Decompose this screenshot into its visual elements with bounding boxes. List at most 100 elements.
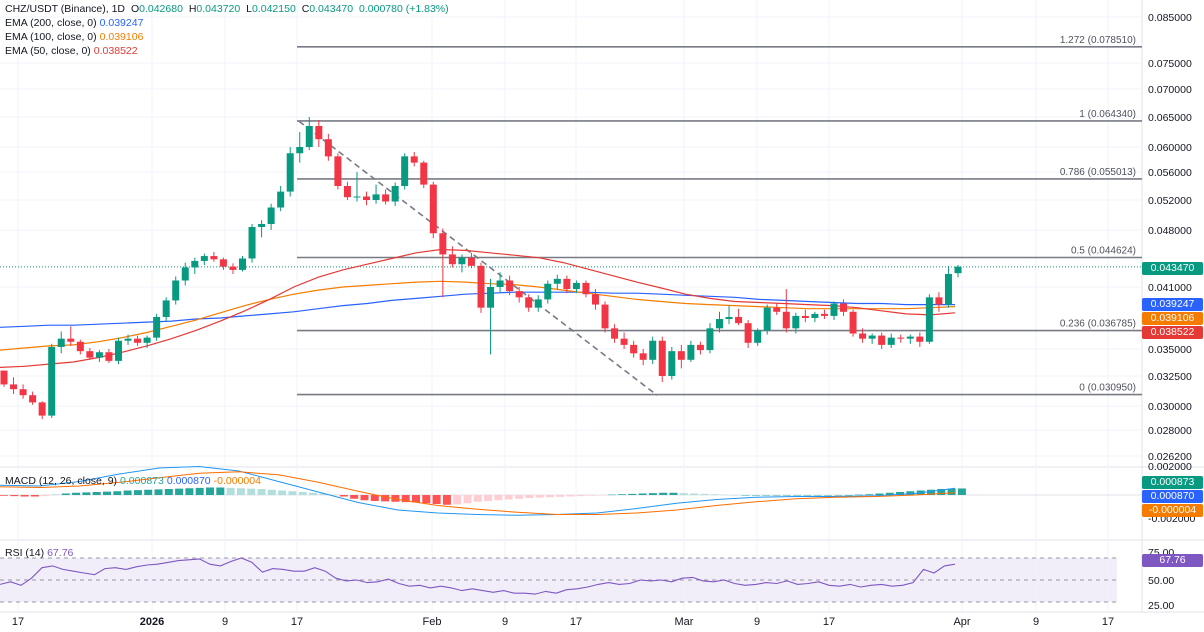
macd-histogram-bar [278, 490, 287, 495]
macd-histogram-bar [381, 495, 390, 502]
high-value: 0.043720 [196, 3, 241, 15]
macd-histogram-bar [309, 492, 317, 495]
open-label: O [130, 3, 140, 15]
macd-histogram-bar [41, 495, 50, 497]
candle-down [134, 338, 142, 343]
time-axis-tick: 17 [12, 616, 24, 628]
candle-up [868, 335, 876, 339]
candle-down [105, 352, 113, 361]
fib-level-label: 0.786 (0.055013) [1060, 167, 1136, 178]
candle-down [620, 338, 628, 345]
macd-histogram-bar [391, 495, 400, 502]
candle-up [162, 300, 170, 317]
time-axis-tick: Feb [423, 616, 442, 628]
macd-histogram-bar [442, 495, 451, 505]
downtrend-line[interactable] [298, 120, 658, 396]
ema50-badge: 0.038522 [1142, 326, 1203, 339]
time-axis-tick: 17 [1102, 616, 1114, 628]
time-axis-tick: Mar [675, 616, 694, 628]
candle-up [296, 147, 304, 154]
macd-histogram-bar [535, 495, 544, 498]
macd-histogram-bar [947, 488, 956, 495]
candle-down [591, 294, 599, 305]
candle-up [944, 273, 952, 305]
rsi-legend[interactable]: RSI (14) 67.76 [5, 547, 76, 560]
macd-histogram-bar [401, 495, 410, 503]
candle-down [210, 256, 218, 260]
candle-up [181, 267, 189, 281]
candle-down [382, 194, 390, 202]
candle-up [191, 260, 199, 268]
macd-line-badge: 0.000870 [1142, 490, 1203, 503]
ema200-label: EMA (200, close, 0) [5, 17, 97, 29]
macd-hist-badge: 0.000873 [1142, 476, 1203, 489]
candle-up [487, 287, 495, 308]
macd-histogram-bar [793, 495, 802, 496]
ema200-legend[interactable]: EMA (200, close, 0) 0.039247 [5, 17, 146, 30]
ema200-value: 0.039247 [99, 17, 144, 29]
macd-histogram-bar [339, 495, 348, 497]
macd-legend[interactable]: MACD (12, 26, close, 9) 0.000873 0.000870-… [5, 475, 264, 488]
macd-histogram-bar [412, 495, 420, 503]
close-value: 0.043470 [309, 3, 354, 15]
macd-signal-value: -0.000004 [213, 475, 261, 487]
macd-histogram-bar [72, 492, 81, 495]
candle-up [534, 299, 542, 308]
last-price-badge: 0.043470 [1142, 262, 1203, 275]
price-axis-tick: 0.048000 [1148, 225, 1192, 237]
macd-histogram-bar [628, 493, 637, 495]
candle-up [391, 186, 399, 202]
macd-histogram-bar [597, 495, 606, 496]
macd-histogram-bar [206, 487, 214, 495]
candle-up [143, 337, 151, 343]
time-axis-tick: Apr [953, 616, 970, 628]
candle-up [248, 227, 256, 259]
time-axis-tick: 17 [823, 616, 835, 628]
ema200-badge: 0.039247 [1142, 298, 1203, 311]
macd-histogram-bar [0, 495, 8, 496]
symbol-title[interactable]: CHZ/USDT (Binance), 1D [5, 3, 126, 15]
candle-up [95, 352, 103, 358]
candle-down [916, 336, 924, 342]
candle-down [677, 351, 685, 360]
price-axis-tick: 0.026200 [1148, 451, 1192, 463]
ema100-legend[interactable]: EMA (100, close, 0) 0.039106 [5, 31, 146, 44]
macd-histogram-bar [195, 487, 204, 495]
candle-down [67, 338, 75, 342]
ema50-legend[interactable]: EMA (50, close, 0) 0.038522 [5, 45, 141, 58]
candle-down [10, 384, 18, 390]
macd-histogram-bar [700, 493, 709, 495]
candle-down [773, 307, 781, 312]
grid-lines [0, 0, 1142, 612]
macd-histogram-bar [298, 492, 307, 495]
time-axis-tick: 9 [1033, 616, 1039, 628]
candles [0, 117, 962, 420]
candle-down [343, 186, 351, 198]
macd-histogram-bar [144, 489, 153, 495]
candle-up [496, 280, 504, 287]
rsi-axis-tick: 50.00 [1148, 575, 1174, 587]
macd-histogram-bar [927, 489, 935, 495]
macd-histogram-bar [164, 489, 173, 495]
price-axis-tick: 0.070000 [1148, 84, 1192, 96]
ema100-label: EMA (100, close, 0) [5, 31, 97, 43]
candle-down [696, 344, 704, 351]
macd-hist-value: 0.000873 [120, 475, 164, 487]
candle-down [744, 323, 752, 343]
candle-up [48, 346, 56, 416]
candle-up [267, 207, 275, 224]
time-axis-tick: 9 [502, 616, 508, 628]
candle-down [86, 351, 94, 358]
candle-up [830, 303, 838, 316]
candle-down [849, 311, 857, 334]
macd-histogram-bar [813, 495, 822, 496]
candle-up [553, 278, 561, 284]
candle-up [887, 337, 895, 345]
macd-histogram-bar [504, 495, 513, 500]
candle-up [649, 340, 657, 360]
candle-up [114, 340, 122, 361]
macd-histogram-bar [370, 495, 379, 501]
macd-histogram-bar [319, 493, 328, 495]
open-value: 0.042680 [139, 3, 183, 15]
